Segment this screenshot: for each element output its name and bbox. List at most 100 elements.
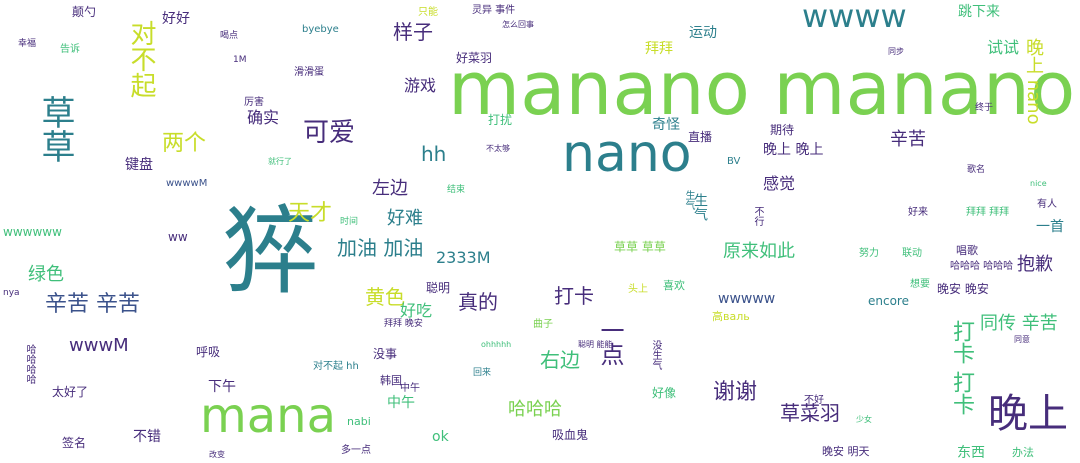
cloud-word: 黄色 bbox=[365, 285, 405, 309]
cloud-word: 两个 bbox=[162, 131, 207, 156]
cloud-word: 韩国 bbox=[380, 374, 402, 387]
cloud-word: 多一点 bbox=[341, 445, 371, 456]
cloud-word: 对不起 hh bbox=[313, 361, 359, 372]
cloud-word: ohhhhh bbox=[481, 340, 512, 349]
cloud-word: 厉害 bbox=[244, 97, 264, 108]
cloud-word: wwww bbox=[802, 0, 907, 35]
cloud-word: 太好了 bbox=[52, 385, 89, 399]
cloud-word: mana bbox=[200, 388, 337, 444]
cloud-word: 直播 bbox=[688, 130, 713, 144]
cloud-word: 打扰 bbox=[488, 113, 513, 127]
cloud-word: 草草 bbox=[35, 95, 75, 163]
cloud-word: 键盘 bbox=[125, 157, 153, 173]
cloud-word: 好吃 bbox=[400, 301, 433, 320]
cloud-word: 辛苦 bbox=[890, 129, 926, 150]
cloud-word: 同步 bbox=[888, 47, 904, 56]
cloud-word: 滑滑蛋 bbox=[294, 67, 324, 78]
cloud-word: 喜欢 bbox=[663, 279, 685, 292]
cloud-word: wwwM bbox=[69, 335, 129, 356]
cloud-word: 拜拜 拜拜 bbox=[966, 207, 1010, 218]
cloud-word: 2333M bbox=[436, 248, 491, 267]
cloud-word: 好难 bbox=[387, 208, 423, 229]
cloud-word: 哈哈哈 哈哈哈 bbox=[950, 261, 1014, 272]
cloud-word: ww bbox=[168, 230, 188, 244]
cloud-word: 跳下来 bbox=[958, 4, 1000, 20]
cloud-word: 加油 加油 bbox=[337, 236, 424, 260]
cloud-word: ok bbox=[432, 429, 449, 445]
cloud-word: 好像 bbox=[652, 386, 677, 400]
cloud-word: 联动 bbox=[902, 248, 922, 259]
cloud-word: 聪明 bbox=[426, 281, 451, 295]
cloud-word: 歌名 bbox=[967, 165, 986, 175]
cloud-word: 不好 bbox=[804, 395, 824, 406]
cloud-word: 只能 bbox=[418, 7, 438, 18]
cloud-word: 颠勺 bbox=[72, 5, 97, 19]
cloud-word: BV bbox=[727, 156, 741, 167]
cloud-word: 吸血鬼 bbox=[552, 428, 589, 442]
cloud-word: 有人 bbox=[1037, 199, 1057, 210]
cloud-word: byebye bbox=[302, 24, 339, 35]
cloud-word: manano manano bbox=[448, 46, 1076, 132]
cloud-word: 不行 bbox=[752, 206, 763, 226]
cloud-word: 同传 辛苦 bbox=[980, 313, 1058, 334]
cloud-word: 确实 bbox=[247, 108, 280, 127]
cloud-word: 灵异 事件 bbox=[472, 5, 516, 16]
cloud-word: 左边 bbox=[372, 178, 408, 199]
cloud-word: 谢谢 bbox=[713, 380, 758, 405]
cloud-word: 天才 bbox=[288, 201, 333, 226]
cloud-word: 没事 bbox=[373, 347, 398, 361]
cloud-word: 喝点 bbox=[220, 31, 239, 41]
cloud-word: 头上 bbox=[628, 284, 648, 295]
cloud-word: 想要 bbox=[910, 279, 930, 290]
cloud-word: 改变 bbox=[209, 450, 225, 459]
cloud-word: 好菜羽 bbox=[456, 51, 493, 65]
cloud-word: 少女 bbox=[856, 415, 872, 424]
cloud-word: 拜拜 晚安 bbox=[384, 319, 423, 329]
cloud-word: 草菜羽 bbox=[780, 401, 840, 425]
cloud-word: 晚安 明天 bbox=[822, 445, 870, 458]
cloud-word: 游戏 bbox=[404, 76, 437, 95]
cloud-word: 中午 bbox=[400, 383, 420, 394]
cloud-word: 回来 bbox=[473, 368, 492, 378]
cloud-word: 拜拜 bbox=[645, 41, 673, 57]
cloud-word: 生气 bbox=[692, 193, 708, 221]
cloud-word: 高валь bbox=[712, 310, 750, 323]
cloud-word: nya bbox=[3, 288, 20, 298]
cloud-word: 晚上 bbox=[988, 391, 1068, 437]
cloud-word: 一点 bbox=[596, 318, 624, 366]
cloud-word: 聪明 能能 bbox=[578, 340, 613, 349]
cloud-word: nice bbox=[1030, 179, 1047, 188]
cloud-word: 右边 bbox=[540, 348, 580, 372]
cloud-word: 签名 bbox=[62, 436, 87, 450]
cloud-word: 绿色 bbox=[28, 264, 64, 285]
cloud-word: 唱歌 bbox=[956, 244, 978, 257]
cloud-word: 奇怪 bbox=[652, 117, 680, 133]
cloud-word: 时间 bbox=[340, 217, 359, 227]
cloud-word: nabi bbox=[347, 415, 371, 428]
cloud-word: 努力 bbox=[859, 248, 879, 259]
cloud-word: 一首 bbox=[1036, 219, 1064, 235]
cloud-word: 就行了 bbox=[268, 157, 292, 166]
cloud-word: hh bbox=[421, 142, 447, 166]
cloud-word: 不错 bbox=[133, 429, 161, 445]
cloud-word: 对不起 bbox=[126, 20, 156, 98]
cloud-word: 好好 bbox=[162, 11, 190, 27]
cloud-word: wwwwww bbox=[3, 225, 62, 239]
cloud-word: 可爱 bbox=[303, 118, 356, 148]
cloud-word: 结束 bbox=[447, 185, 466, 195]
cloud-word: encore bbox=[868, 294, 909, 308]
cloud-word: 真的 bbox=[458, 290, 498, 314]
cloud-word: 晚安 晚安 bbox=[937, 282, 989, 296]
cloud-word: 不太够 bbox=[486, 144, 510, 153]
cloud-word: 运动 bbox=[689, 25, 717, 41]
cloud-word: 感觉 bbox=[763, 174, 796, 193]
cloud-word: 终于 bbox=[975, 103, 994, 113]
cloud-word: 告诉 bbox=[60, 44, 80, 55]
cloud-word: 样子 bbox=[393, 20, 433, 44]
cloud-word: 哈哈哈 bbox=[508, 399, 562, 420]
cloud-word: 抱歉 bbox=[1017, 254, 1053, 275]
cloud-word: nano bbox=[562, 124, 692, 184]
cloud-word: wwwwM bbox=[166, 178, 208, 189]
cloud-word: 办法 bbox=[1012, 446, 1034, 459]
